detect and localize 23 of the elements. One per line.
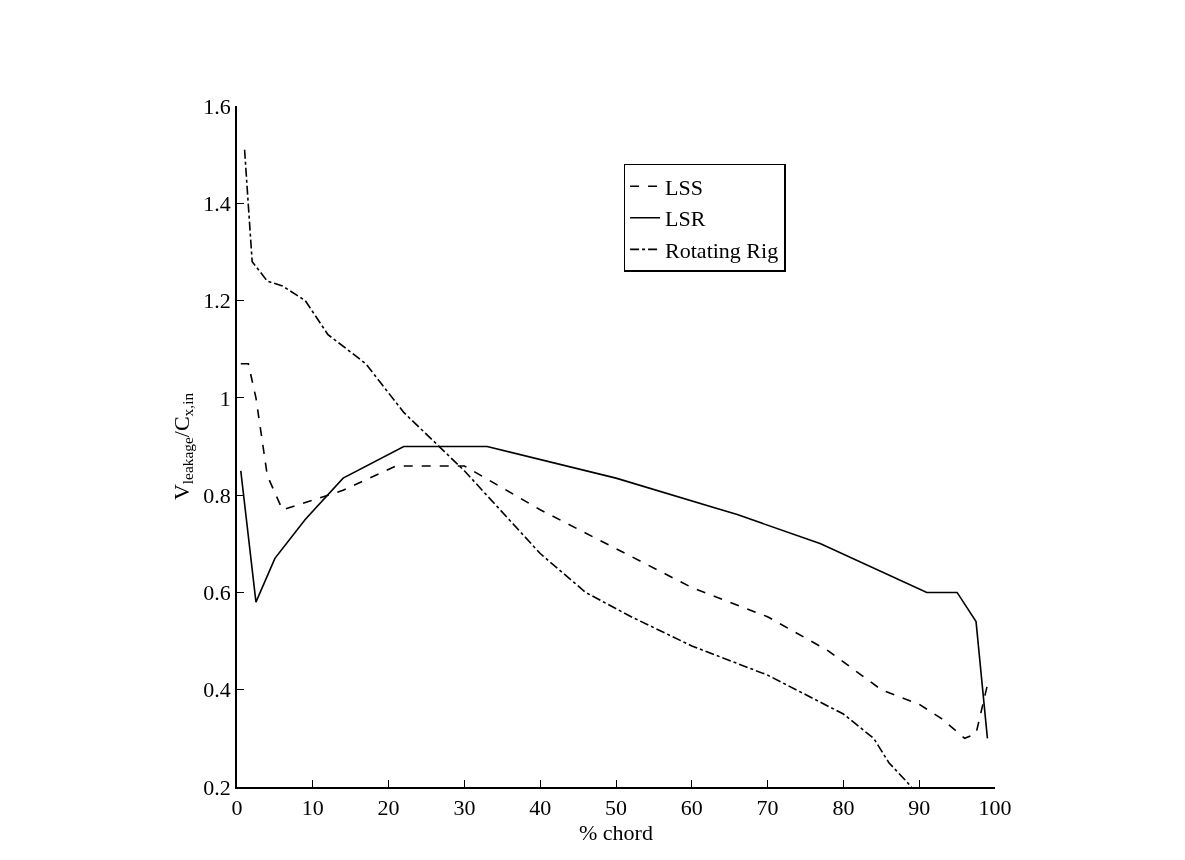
y-tick-label: 1 — [219, 385, 231, 411]
x-tick-label: 0 — [231, 795, 243, 821]
x-tick-label: 100 — [978, 795, 1012, 821]
y-tick-label: 0.8 — [203, 482, 231, 508]
x-tick-label: 90 — [908, 795, 931, 821]
y-tick-label: 1.2 — [203, 288, 231, 314]
x-tick-label: 70 — [756, 795, 779, 821]
y-tick-label: 0.4 — [203, 677, 231, 703]
x-tick-label: 80 — [832, 795, 855, 821]
legend-label: LSS — [665, 174, 703, 200]
y-tick-label: 1.4 — [203, 190, 231, 216]
legend-label: LSR — [665, 206, 706, 232]
x-tick-label: 20 — [377, 795, 400, 821]
legend-label: Rotating Rig — [665, 237, 779, 263]
y-tick-label: 0.2 — [203, 774, 231, 800]
y-tick-label: 1.6 — [203, 93, 231, 119]
x-tick-label: 50 — [605, 795, 627, 821]
x-axis-title: % chord — [579, 820, 653, 846]
x-tick-label: 40 — [529, 795, 552, 821]
x-tick-label: 60 — [680, 795, 703, 821]
y-tick-label: 0.6 — [203, 580, 231, 606]
x-tick-label: 30 — [453, 795, 476, 821]
x-tick-label: 10 — [301, 795, 324, 821]
